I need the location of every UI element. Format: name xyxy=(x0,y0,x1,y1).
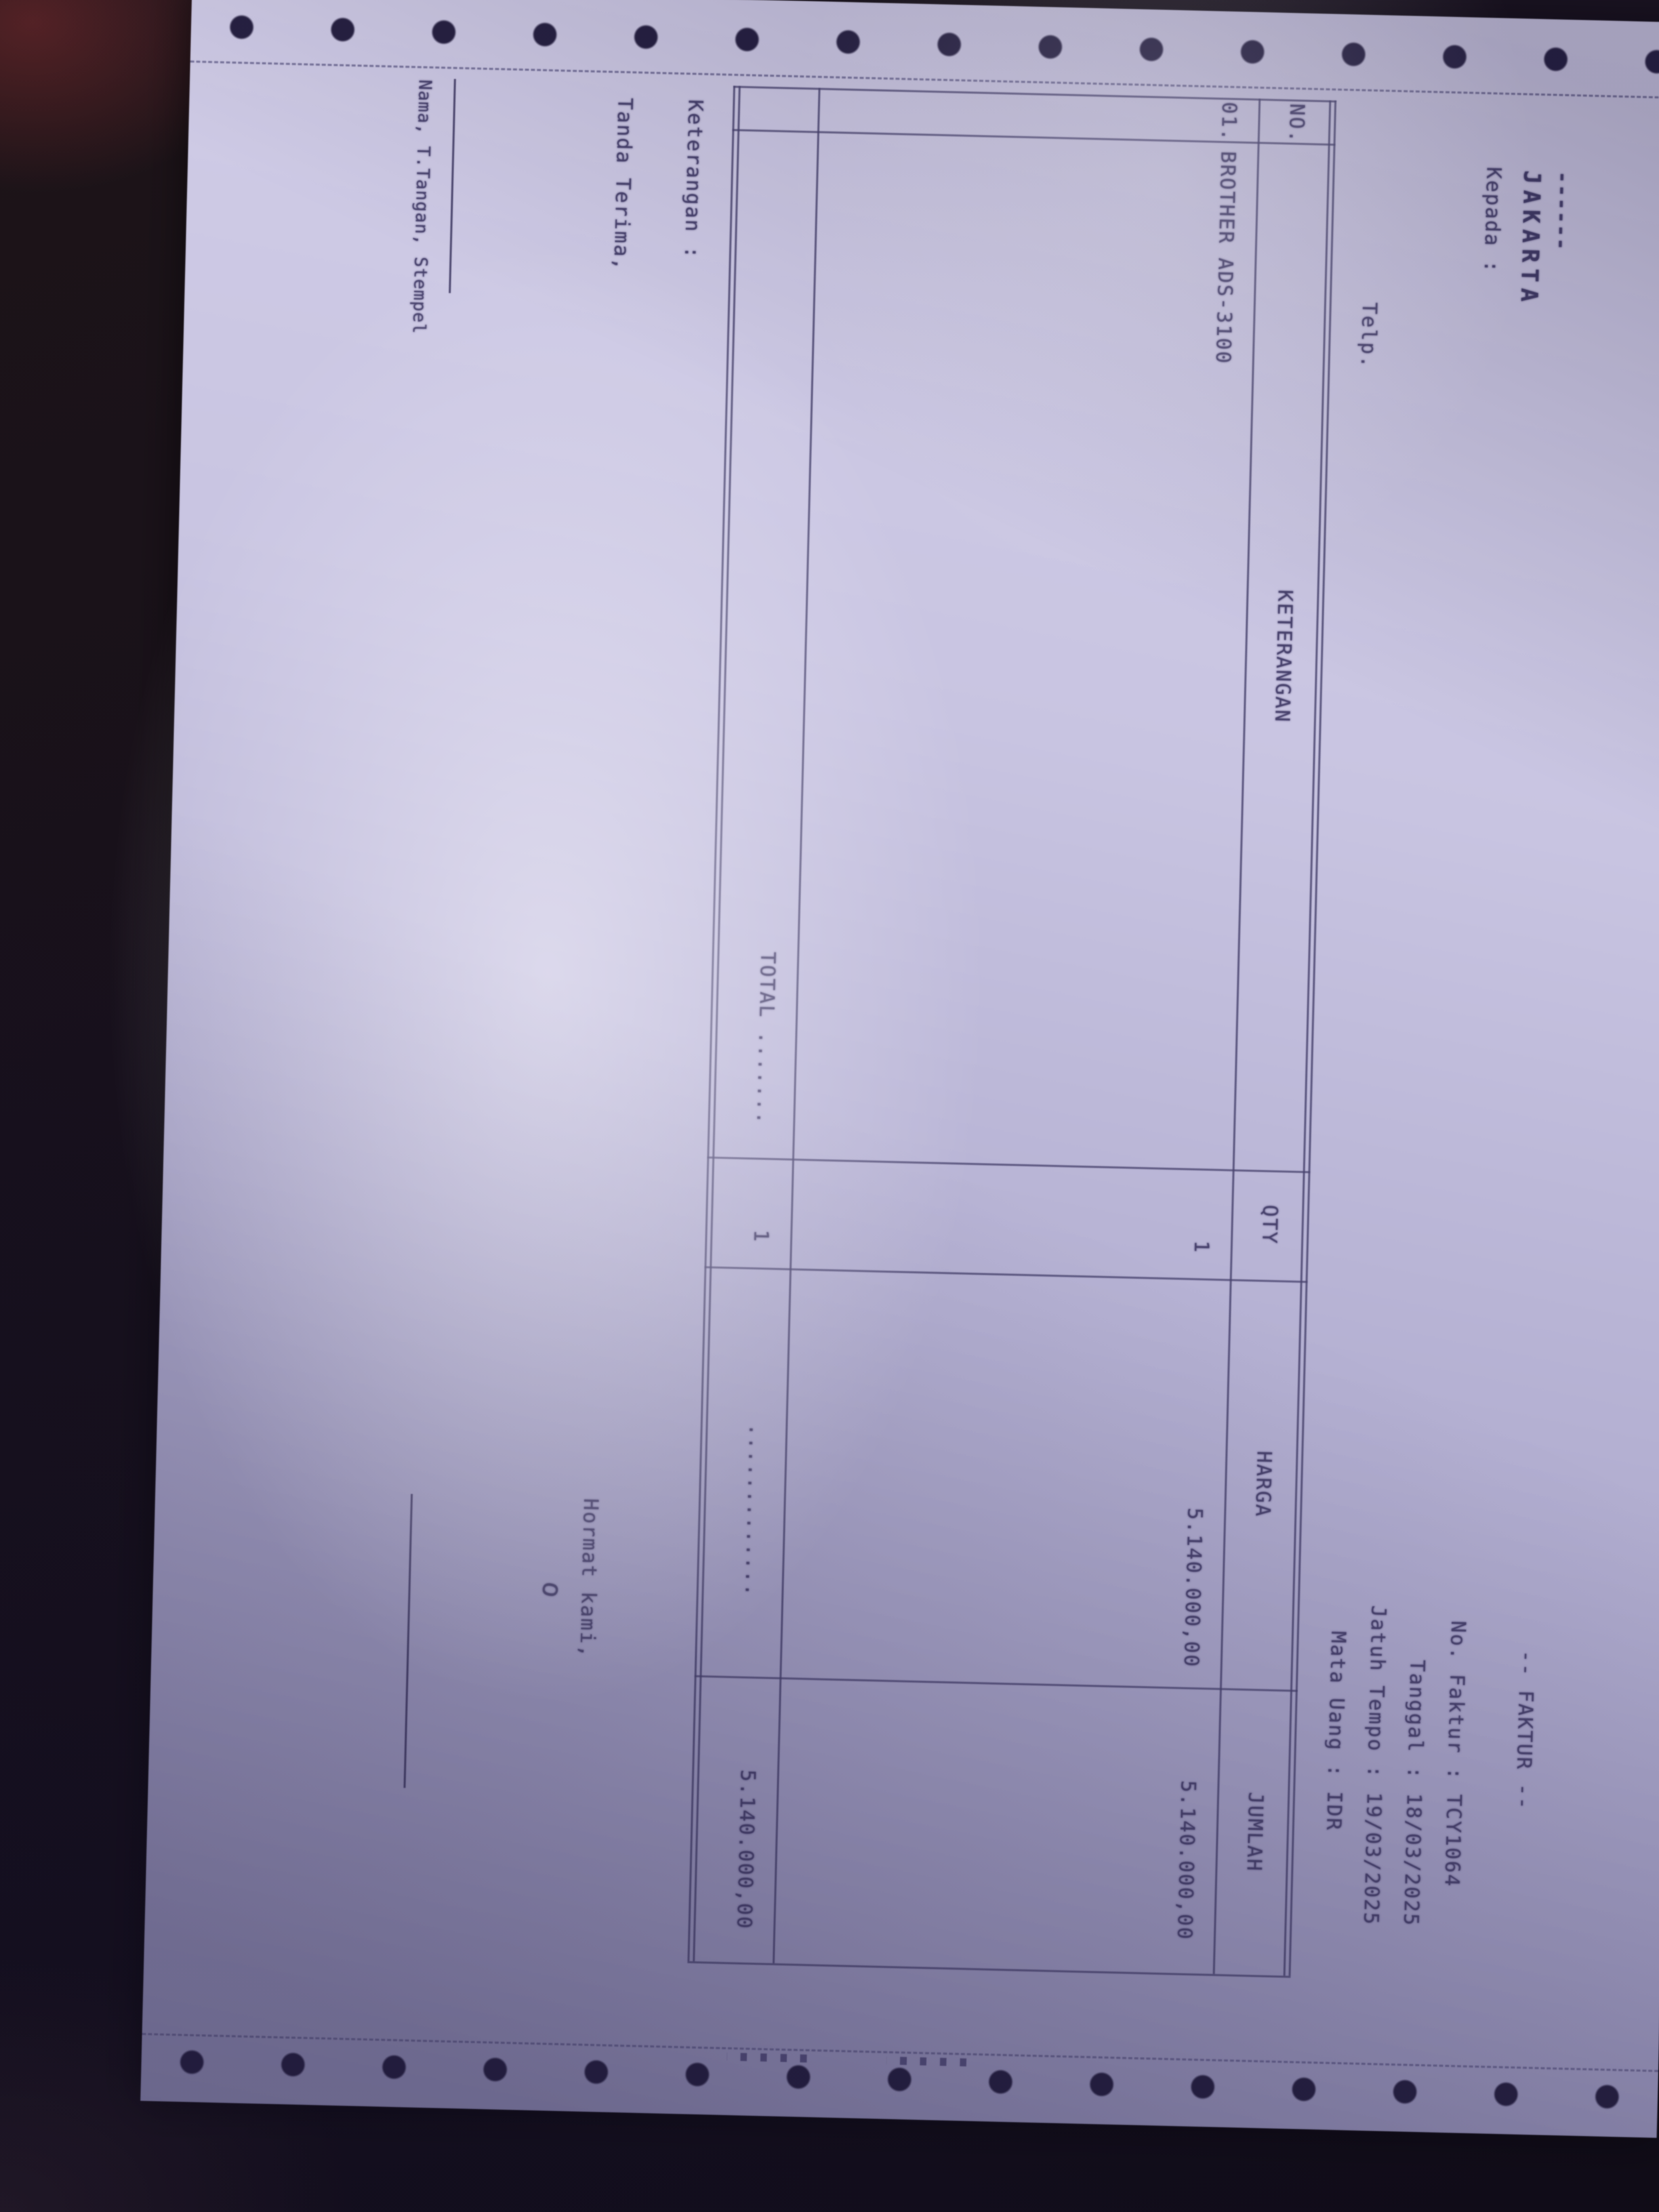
total-jumlah: 5.140.000,00 xyxy=(732,1769,760,1930)
info-line-tanggal: Tanggal : 18/03/2025 xyxy=(1399,1605,1431,1927)
col-separator-keterangan xyxy=(707,1156,1311,1174)
table-bottom-border-double xyxy=(687,85,735,1961)
letterhead-dashes: ------ xyxy=(1549,171,1575,252)
total-qty: 1 xyxy=(749,1229,773,1244)
header-keterangan: KETERANGAN xyxy=(1270,589,1297,724)
kepada-label: Kepada : xyxy=(1479,166,1506,274)
row-harga: 5.140.000,00 xyxy=(1179,1507,1206,1668)
signature-line-left xyxy=(449,79,456,293)
telp-label: Telp. xyxy=(1355,302,1381,369)
total-harga-dots: ............. xyxy=(740,1423,768,1598)
header-jumlah: JUMLAH xyxy=(1242,1791,1267,1872)
col-separator-harga xyxy=(694,1675,1298,1692)
handwritten-circle-mark: o xyxy=(535,1579,569,1602)
row-keterangan: BROTHER ADS-3100 xyxy=(1210,150,1240,365)
info-line-mata-uang: Mata Uang : IDR xyxy=(1321,1604,1351,1832)
col-separator-qty xyxy=(704,1266,1308,1284)
tanda-terima-label: Tanda Terima, xyxy=(609,97,637,272)
info-line-jatuh-tempo: Jatuh Tempo : 19/03/2025 xyxy=(1359,1605,1391,1926)
signature-line-right xyxy=(403,1494,413,1788)
hormat-kami-label: Hormat kami, xyxy=(575,1498,602,1659)
keterangan-label: Keterangan : xyxy=(680,99,708,260)
signature-caption: Nama, T.Tangan, Stempel xyxy=(408,79,435,335)
table-right-border xyxy=(687,1961,1291,1978)
header-no: NO. xyxy=(1284,103,1309,144)
row-jumlah: 5.140.000,00 xyxy=(1172,1780,1200,1941)
table-bottom-border xyxy=(693,85,741,1962)
total-label: TOTAL ....... xyxy=(752,951,779,1126)
row-qty: 1 xyxy=(1189,1240,1213,1254)
table-header-separator xyxy=(1212,98,1261,1974)
header-harga: HARGA xyxy=(1250,1450,1276,1518)
city-name: JAKARTA xyxy=(1515,170,1545,308)
info-line-no-faktur: No. Faktur : TCY1064 xyxy=(1439,1607,1471,1888)
table-top-border-double xyxy=(1283,100,1332,1976)
header-qty: QTY xyxy=(1257,1204,1282,1246)
invoice-paper: ------ JAKARTA Kepada : Telp. -- FAKTUR … xyxy=(140,0,1659,2138)
table-total-separator xyxy=(773,87,821,1963)
row-no: 01. xyxy=(1216,101,1241,142)
faktur-title: -- FAKTUR -- xyxy=(1511,1650,1538,1811)
col-separator-no xyxy=(732,129,1336,146)
